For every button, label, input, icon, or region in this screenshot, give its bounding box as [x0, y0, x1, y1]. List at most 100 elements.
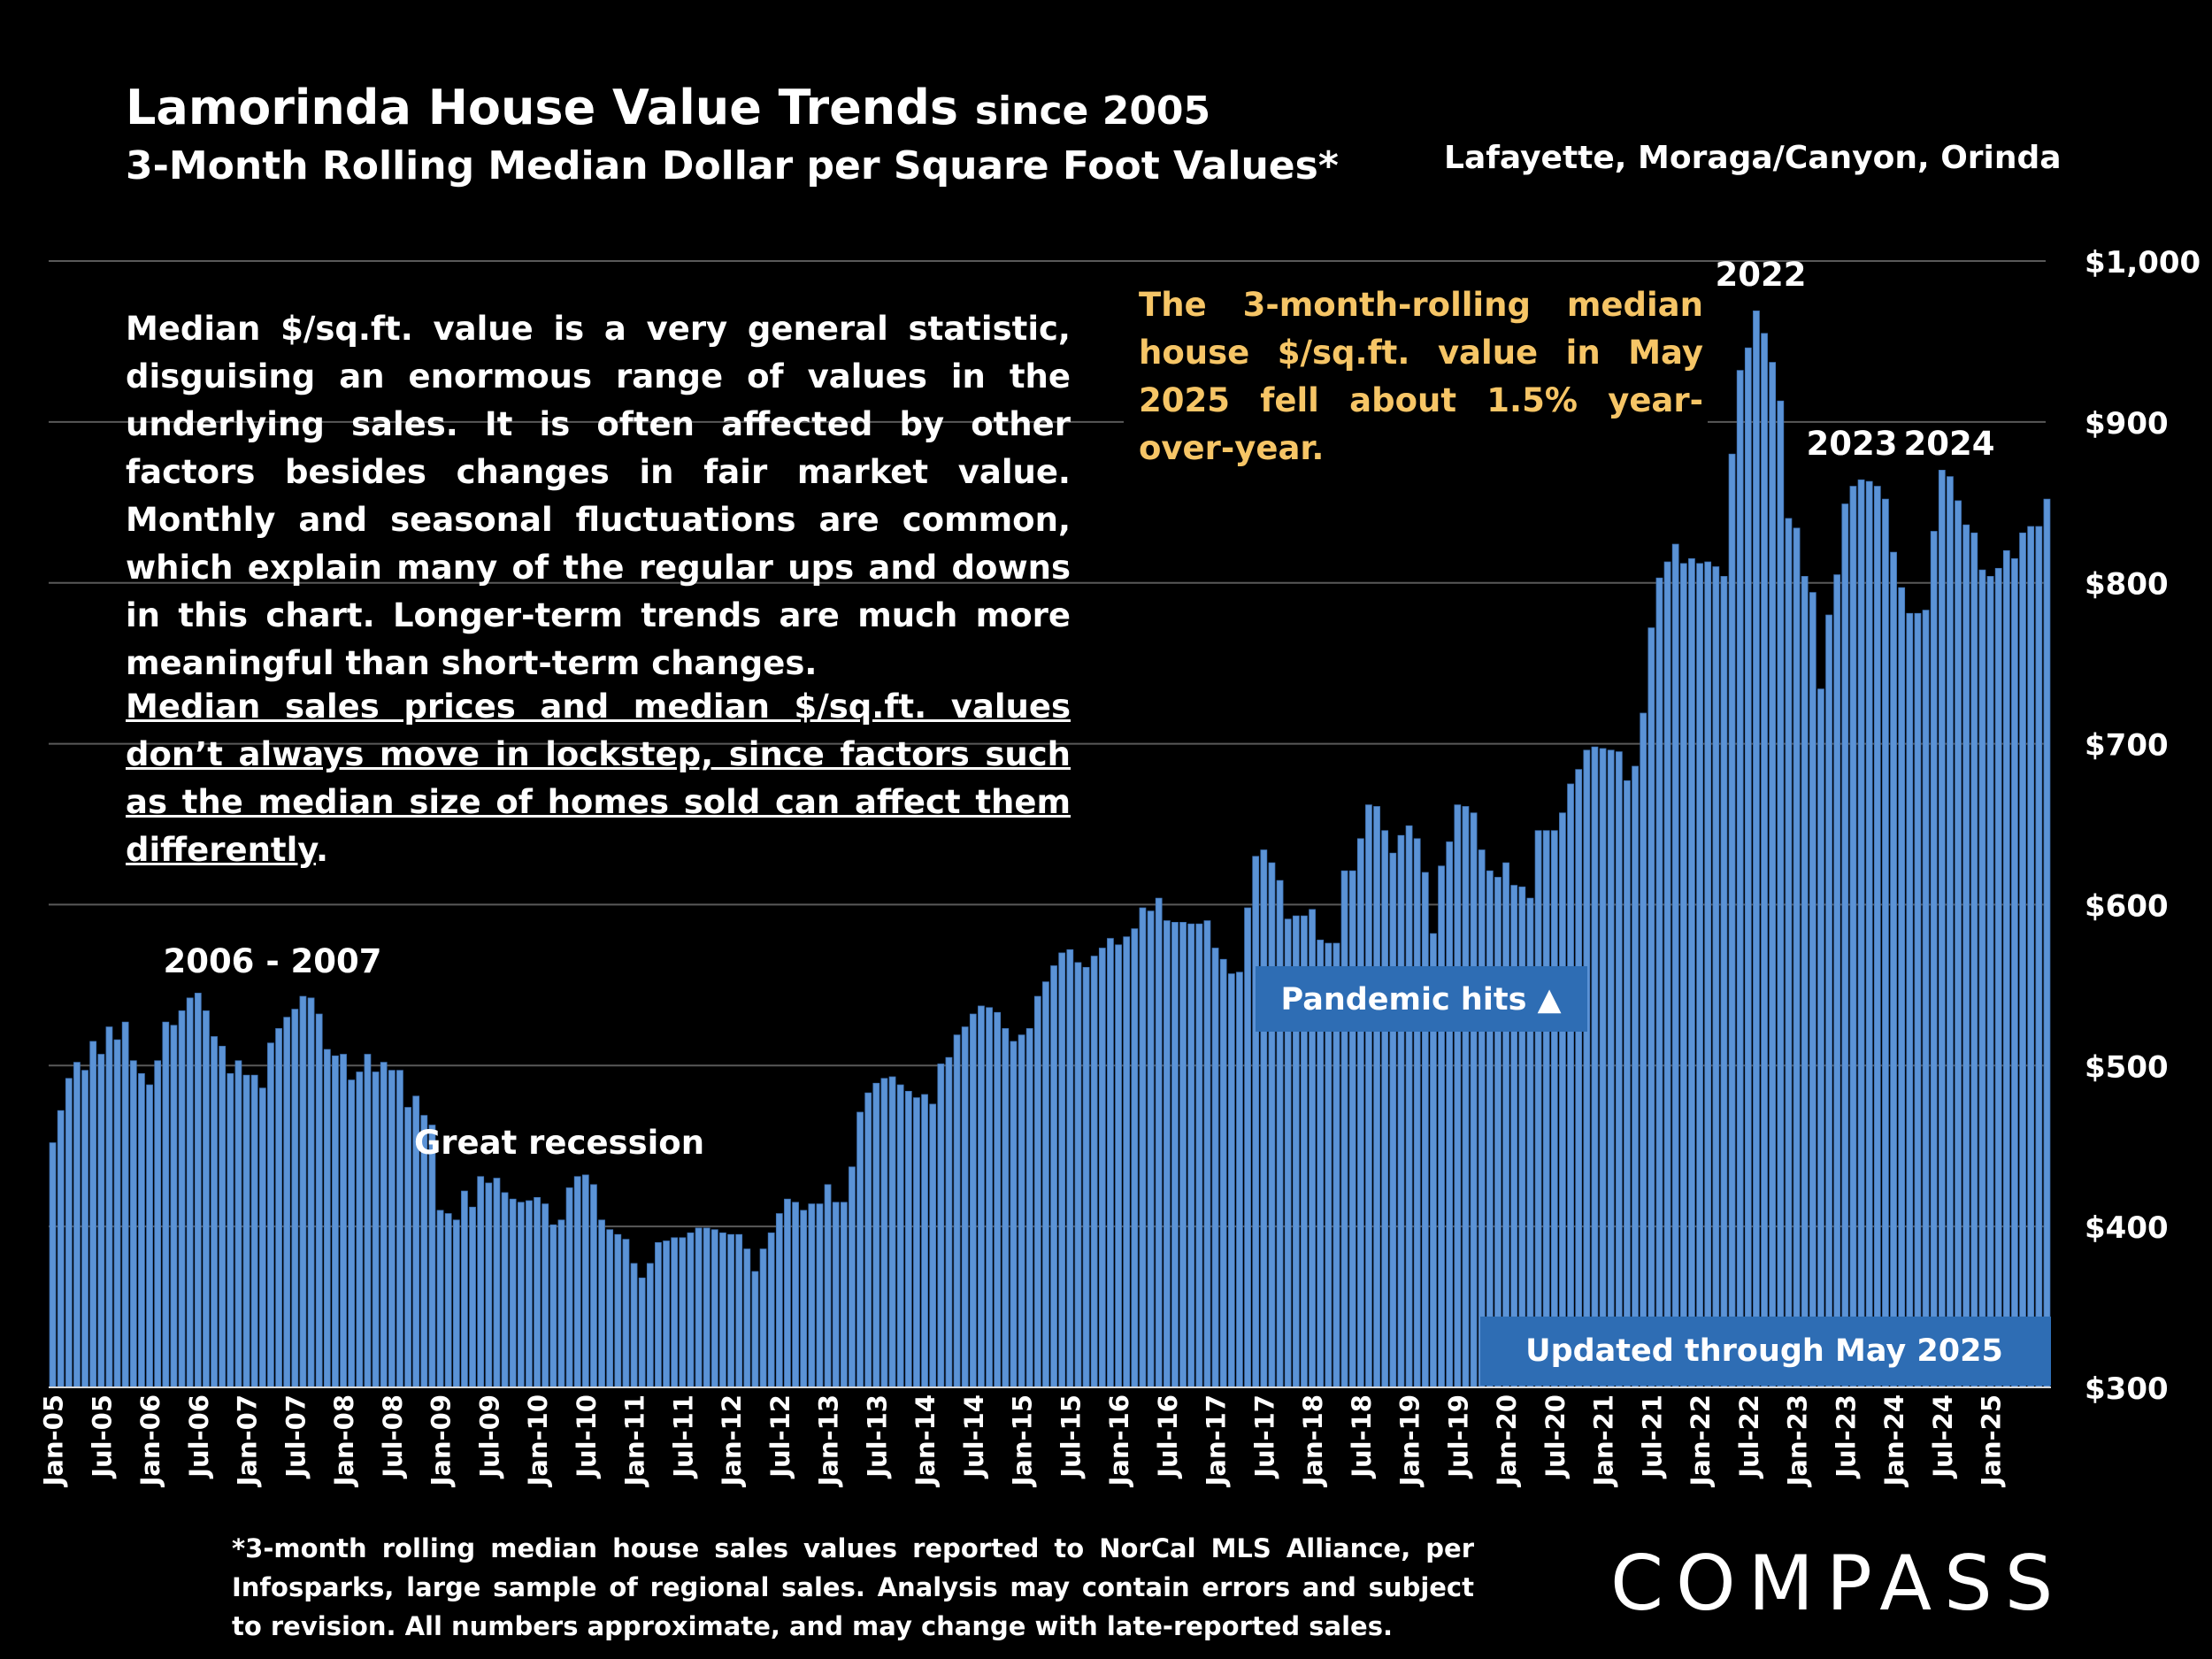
- bar: [323, 1048, 331, 1388]
- x-tick-label: Jul-23: [1831, 1394, 1861, 1479]
- bar: [485, 1182, 493, 1388]
- bar: [428, 1125, 436, 1388]
- annotation-pandemic: Pandemic hits ▲: [1280, 982, 1561, 1018]
- y-tick-label: $900: [2085, 406, 2169, 442]
- x-tick-label: Jul-08: [378, 1394, 408, 1479]
- bar: [784, 1198, 791, 1388]
- bar: [1139, 907, 1147, 1388]
- note-underlined: Median sales prices and median $/sq.ft. …: [126, 687, 1071, 869]
- bar: [162, 1021, 170, 1388]
- chart-subtitle: 3-Month Rolling Median Dollar per Square…: [126, 143, 1339, 188]
- bar: [493, 1178, 501, 1388]
- x-tick-label: Jul-14: [959, 1394, 989, 1479]
- bar: [663, 1240, 670, 1388]
- bar: [1502, 862, 1509, 1388]
- bar: [896, 1084, 904, 1388]
- bar: [258, 1087, 266, 1388]
- bar: [1050, 965, 1057, 1388]
- annotation-updated: Updated through May 2025: [1525, 1333, 2003, 1369]
- bar: [630, 1263, 638, 1388]
- bar: [872, 1082, 880, 1388]
- x-tick-label: Jul-06: [184, 1394, 214, 1479]
- bar: [800, 1210, 808, 1388]
- bar: [1647, 627, 1655, 1388]
- bar: [929, 1103, 937, 1388]
- x-tick-label: Jul-18: [1347, 1394, 1377, 1479]
- pandemic-box: [1256, 966, 1587, 1032]
- bar: [356, 1071, 364, 1388]
- note-period: .: [316, 831, 329, 869]
- bar: [364, 1054, 372, 1388]
- bar: [638, 1277, 646, 1388]
- bar: [727, 1233, 734, 1388]
- bar: [396, 1070, 403, 1388]
- bar: [687, 1233, 695, 1388]
- bar: [1195, 923, 1203, 1388]
- bar: [1236, 972, 1243, 1388]
- bar: [1624, 780, 1631, 1388]
- bar: [57, 1110, 65, 1388]
- bar: [1179, 922, 1187, 1388]
- bar: [655, 1241, 662, 1388]
- yoy-callout: The 3-month-rolling median house $/sq.ft…: [1139, 286, 1703, 467]
- bar: [97, 1054, 105, 1388]
- x-tick-label: Jul-22: [1734, 1394, 1764, 1479]
- bar: [2019, 532, 2026, 1388]
- bar: [234, 1060, 242, 1388]
- bar: [461, 1190, 468, 1388]
- bar: [1906, 612, 1914, 1388]
- bar: [1494, 877, 1502, 1388]
- x-tick-label: Jul-11: [668, 1394, 698, 1479]
- bar: [380, 1062, 388, 1388]
- bar: [921, 1094, 928, 1388]
- bar: [679, 1237, 687, 1388]
- bars: [49, 310, 2051, 1388]
- x-tick-label: Jan-15: [1008, 1394, 1038, 1487]
- bar: [1688, 558, 1695, 1388]
- bar: [283, 1017, 291, 1388]
- bar: [581, 1174, 589, 1388]
- bar: [759, 1248, 767, 1388]
- bar: [1671, 543, 1679, 1388]
- bar: [945, 1056, 953, 1388]
- bar: [614, 1233, 622, 1388]
- y-tick-label: $400: [2085, 1210, 2169, 1246]
- y-tick-label: $700: [2085, 728, 2169, 764]
- bar: [1187, 923, 1195, 1388]
- bar: [1413, 838, 1421, 1388]
- bar: [291, 1009, 299, 1388]
- bar: [573, 1176, 581, 1388]
- bar: [1348, 870, 1356, 1388]
- bar: [1510, 885, 1518, 1388]
- bar: [469, 1206, 476, 1388]
- bar: [534, 1197, 541, 1388]
- x-tick-label: Jan-05: [39, 1394, 69, 1487]
- bar: [121, 1021, 129, 1388]
- bar: [743, 1248, 751, 1388]
- bar: [719, 1233, 726, 1388]
- bar: [388, 1070, 396, 1388]
- bar: [1405, 825, 1413, 1388]
- bar: [1744, 347, 1752, 1388]
- bar: [735, 1233, 743, 1388]
- bar: [840, 1202, 848, 1388]
- bar: [1389, 852, 1397, 1388]
- bar: [1074, 962, 1082, 1388]
- title-small: since 2005: [974, 88, 1211, 134]
- bar: [1607, 749, 1615, 1388]
- bar: [541, 1203, 549, 1388]
- x-tick-label: Jan-10: [523, 1394, 553, 1487]
- x-tick-label: Jul-10: [572, 1394, 602, 1479]
- bar: [1365, 804, 1372, 1388]
- bar: [1082, 966, 1090, 1388]
- bar: [767, 1233, 775, 1388]
- bar: [1728, 453, 1736, 1388]
- bar: [170, 1025, 178, 1388]
- bar: [250, 1074, 258, 1388]
- annotation-2024: 2024: [1904, 425, 1995, 463]
- bar: [1898, 587, 1906, 1388]
- bar: [1567, 783, 1574, 1388]
- bar: [565, 1187, 573, 1388]
- bar: [1704, 561, 1712, 1388]
